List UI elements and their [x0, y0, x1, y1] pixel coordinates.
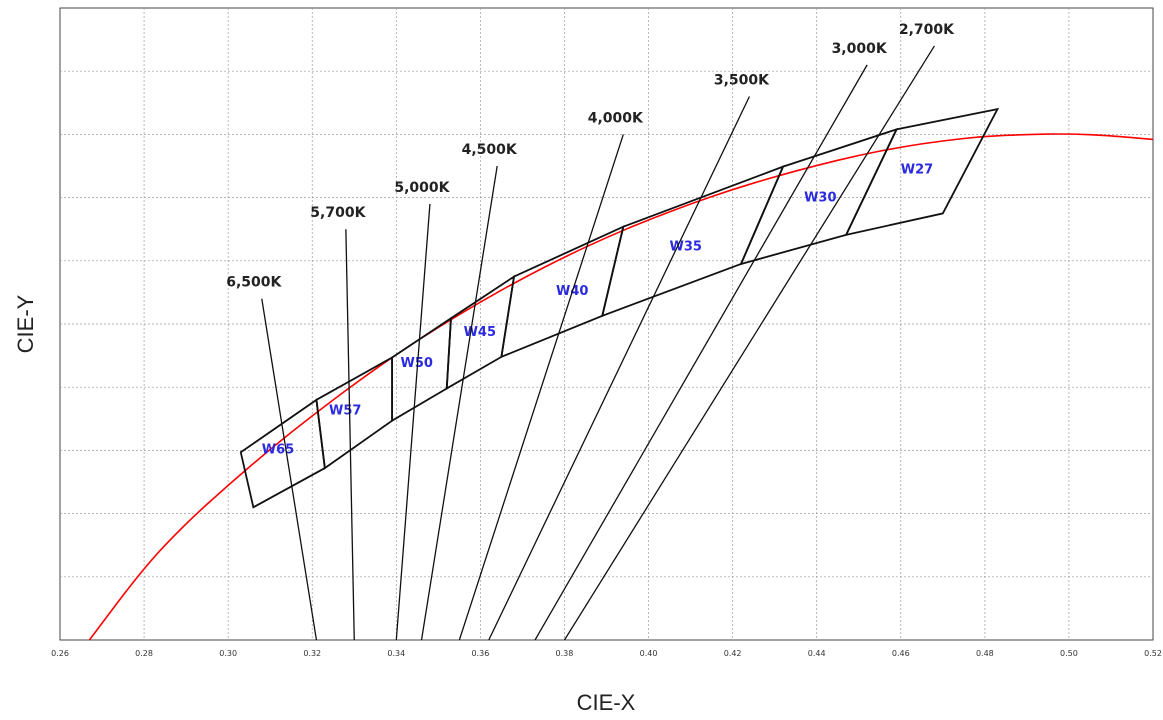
cct-label: 3,000K	[832, 41, 888, 57]
y-axis-title: CIE-Y	[13, 294, 38, 353]
x-tick-label: 0.38	[556, 649, 574, 658]
x-tick-label: 0.52	[1144, 649, 1162, 658]
x-tick-label: 0.28	[135, 649, 153, 658]
cct-label: 3,500K	[714, 72, 770, 88]
cct-label: 6,500K	[226, 275, 282, 291]
x-tick-labels: 0.26 0.28 0.30 0.32 0.34 0.36 0.38 0.40 0.42 0.44…	[51, 649, 1162, 658]
cct-lines-layer: 6,500K 5,700K 5,000K 4,500K 4,000K 3,500K 3,00…	[226, 22, 955, 641]
bin-label: W35	[670, 240, 702, 255]
x-tick-label: 0.40	[640, 649, 658, 658]
x-axis-title: CIE-X	[577, 690, 636, 715]
x-tick-label: 0.44	[808, 649, 826, 658]
cct-label: 5,700K	[310, 205, 366, 221]
x-tick-label: 0.46	[892, 649, 910, 658]
cct-line	[488, 96, 751, 641]
cct-label: 4,500K	[462, 142, 518, 158]
cct-line	[458, 134, 624, 641]
bin-label: W65	[262, 443, 294, 458]
grid	[60, 8, 1153, 640]
cct-line	[395, 203, 431, 641]
cct-line	[420, 165, 498, 641]
bin-label: W45	[464, 325, 496, 340]
cct-line	[345, 229, 355, 641]
x-tick-label: 0.36	[471, 649, 489, 658]
x-tick-label: 0.34	[387, 649, 405, 658]
x-tick-label: 0.42	[724, 649, 742, 658]
planckian-locus-layer	[88, 133, 1154, 641]
cct-line	[563, 45, 935, 641]
plot-frame	[59, 7, 1154, 641]
x-tick-label: 0.30	[219, 649, 237, 658]
cct-line	[261, 298, 318, 641]
bin-label: W30	[804, 190, 836, 205]
x-tick-label: 0.50	[1060, 649, 1078, 658]
x-tick-label: 0.32	[303, 649, 321, 658]
bin-label: W57	[329, 403, 361, 418]
x-tick-label: 0.48	[976, 649, 994, 658]
planckian-locus-curve	[88, 133, 1154, 641]
bin-label: W50	[401, 356, 433, 371]
x-tick-label: 0.26	[51, 649, 69, 658]
cct-label: 5,000K	[394, 180, 450, 196]
bin-outline	[844, 107, 1000, 237]
cct-label: 4,000K	[588, 110, 644, 126]
cct-line	[534, 64, 868, 641]
bin-label: W27	[901, 163, 933, 178]
cct-label: 2,700K	[899, 22, 955, 38]
